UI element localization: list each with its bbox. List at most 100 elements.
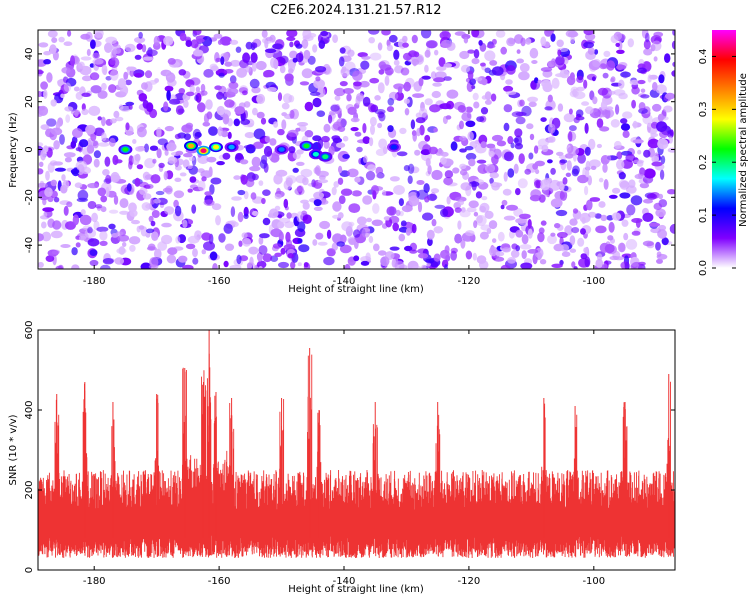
heatmap-cell [651, 155, 659, 163]
heatmap-cell [577, 237, 585, 247]
heatmap-cell [38, 70, 44, 75]
heatmap-cell [64, 106, 74, 112]
heatmap-cell [531, 60, 538, 64]
heatmap-cell [569, 235, 576, 246]
heatmap-cell [547, 123, 556, 134]
heatmap-cell [63, 41, 73, 46]
heatmap-cell [66, 201, 73, 208]
heatmap-cell [659, 130, 668, 139]
heatmap-cell [559, 69, 570, 79]
heatmap-cell [525, 38, 532, 45]
heatmap-cell [655, 84, 667, 94]
heatmap-cell [672, 30, 675, 36]
heatmap-cell [394, 260, 405, 269]
heatmap-cell [636, 67, 647, 74]
heatmap-cell [404, 108, 410, 116]
heatmap-cell [503, 171, 508, 182]
heatmap-cell [631, 230, 641, 236]
heatmap-cell [656, 258, 663, 264]
heatmap-cell [70, 55, 75, 67]
heatmap-cell [300, 199, 309, 204]
heatmap-cell [566, 160, 572, 171]
heatmap-cell [260, 154, 268, 165]
heatmap-cell [622, 111, 633, 119]
heatmap-cell [443, 177, 453, 186]
heatmap-cell [181, 124, 193, 133]
heatmap-cell [480, 62, 486, 67]
heatmap-cell [501, 199, 508, 206]
heatmap-cell [223, 223, 233, 234]
heatmap-cell [476, 215, 483, 224]
heatmap-cell [231, 196, 242, 201]
x-tick-label: -120 [458, 276, 481, 287]
heatmap-cell [544, 30, 553, 37]
heatmap-cell [647, 138, 660, 149]
heatmap-cell [253, 141, 264, 149]
heatmap-cell [461, 112, 472, 122]
spectrogram-x-ticks: -180 -160 -140 -120 -100 [83, 30, 605, 287]
heatmap-cell [463, 36, 469, 44]
heatmap-cell [564, 225, 573, 236]
heatmap-cell [555, 55, 565, 66]
heatmap-cell [244, 132, 255, 139]
heatmap-cell [550, 232, 556, 237]
heatmap-cell [38, 168, 44, 175]
heatmap-cell [233, 175, 241, 180]
heatmap-cell [148, 215, 154, 223]
heatmap-cell [50, 99, 57, 107]
heatmap-cell [484, 99, 492, 105]
heatmap-cell [467, 70, 474, 81]
heatmap-cell [272, 243, 282, 249]
spectrogram-y-ticks: -40 -20 0 20 40 [24, 48, 675, 253]
heatmap-cell [89, 249, 98, 256]
heatmap-cell [312, 239, 318, 246]
heatmap-cell [182, 159, 190, 169]
heatmap-cell [616, 49, 625, 54]
heatmap-cell [152, 158, 157, 164]
heatmap-cell [420, 30, 432, 39]
heatmap-cell [590, 165, 597, 170]
heatmap-cell [540, 117, 547, 122]
heatmap-cell [466, 207, 477, 213]
x-tick-label: -140 [333, 276, 356, 287]
heatmap-cell [430, 71, 437, 80]
x-tick-label: -180 [83, 576, 106, 587]
heatmap-cell [289, 109, 295, 119]
heatmap-cell [382, 146, 388, 155]
heatmap-cell [53, 140, 60, 150]
heatmap-cell [167, 156, 178, 164]
heatmap-cell [434, 204, 446, 209]
heatmap-cell [489, 177, 494, 185]
heatmap-cell [132, 139, 137, 144]
heatmap-cell [277, 92, 283, 102]
heatmap-cell [112, 154, 119, 166]
heatmap-cell [630, 261, 643, 269]
heatmap-cell [211, 203, 222, 211]
heatmap-cell [63, 82, 72, 92]
heatmap-cell [528, 101, 537, 108]
snr-series-line [38, 330, 675, 558]
heatmap-cell [283, 244, 296, 251]
heatmap-cell [595, 225, 607, 234]
heatmap-cell [40, 81, 48, 90]
heatmap-cell [594, 49, 599, 55]
heatmap-cell [587, 47, 595, 55]
heatmap-cell [602, 108, 615, 119]
heatmap-cell [331, 135, 341, 141]
heatmap-cell [614, 140, 622, 149]
heatmap-cell [547, 94, 553, 103]
heatmap-cell [273, 121, 279, 128]
heatmap-cell [577, 153, 586, 164]
heatmap-cell [398, 233, 406, 242]
heatmap-cell [125, 122, 130, 131]
heatmap-cell [288, 68, 294, 74]
heatmap-cell [595, 258, 604, 268]
heatmap-cell [151, 210, 160, 218]
heatmap-cell [113, 110, 120, 118]
heatmap-cell [632, 139, 644, 144]
heatmap-cell [242, 237, 252, 247]
heatmap-cell [372, 190, 377, 200]
snr-y-ticks: 0 200 400 600 [24, 320, 675, 573]
heatmap-cell [547, 136, 556, 143]
heatmap-cell [43, 89, 48, 99]
